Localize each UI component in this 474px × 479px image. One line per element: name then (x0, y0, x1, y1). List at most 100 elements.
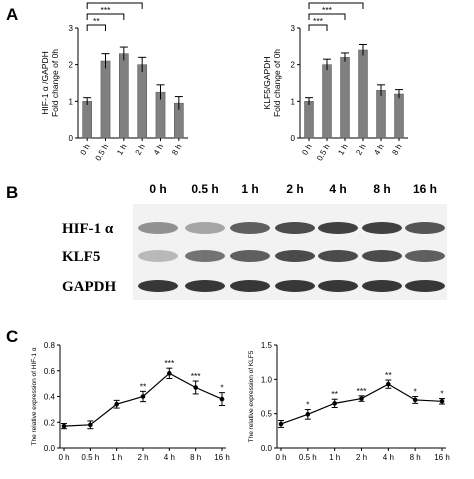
y-tick-label: 0.2 (44, 418, 56, 427)
line-chart-klf5: 0.0 0.5 1.0 1.5 0 h * 0.5 h ** 1 h *** 2 h ** 4 h * 8 … (248, 341, 450, 462)
y-tick-label: 1 (291, 97, 296, 106)
y-tick-label: 2 (291, 61, 296, 70)
panel-label-a: A (6, 5, 18, 24)
significance-bracket (86, 24, 106, 31)
lane-label: 4 h (329, 182, 346, 196)
x-tick-label: 4 h (372, 143, 385, 157)
blot-band (275, 222, 315, 234)
x-tick-label: 1 h (329, 453, 340, 462)
panel-label-b: B (6, 183, 18, 202)
significance-label: ** (385, 370, 392, 380)
x-tick-label: 0.5 h (94, 143, 111, 163)
y-axis-title: The relative expression of HIF-1 α (31, 347, 38, 445)
blot-band (230, 280, 270, 292)
blot-band (318, 250, 358, 262)
y-axis-title: HIF-1 α /GAPDH (40, 51, 50, 114)
data-point (386, 381, 391, 387)
bar (376, 90, 386, 139)
x-tick-label: 0 h (58, 453, 69, 462)
data-point (114, 401, 119, 407)
y-tick-label: 1 (69, 97, 74, 106)
x-tick-label: 1 h (111, 453, 122, 462)
data-point (412, 397, 418, 403)
y-axis-title: KLF5/GAPDH (262, 57, 272, 110)
significance-label: ** (93, 16, 100, 26)
y-tick-label: 1.5 (261, 341, 273, 350)
y-tick-label: 3 (69, 24, 74, 33)
significance-label: *** (313, 16, 324, 26)
data-point (193, 385, 198, 390)
x-tick-label: 8 h (390, 143, 403, 157)
bar (322, 64, 332, 139)
blot-band (362, 222, 402, 234)
blot-band (318, 222, 358, 234)
bar (340, 57, 350, 139)
bar (119, 53, 129, 139)
y-tick-label: 0.0 (44, 444, 56, 453)
significance-label: ** (331, 389, 338, 399)
blot-row-label: KLF5 (62, 249, 100, 265)
y-tick-label: 0.8 (44, 341, 56, 350)
x-tick-label: 4 h (152, 143, 165, 157)
x-tick-label: 2 h (137, 453, 148, 462)
x-tick-label: 1 h (115, 143, 128, 157)
x-tick-label: 2 h (356, 453, 367, 462)
lane-label: 1 h (241, 182, 258, 196)
blot-band (362, 250, 402, 262)
significance-bracket (308, 13, 346, 20)
blot-band (405, 222, 445, 234)
significance-bracket (86, 2, 143, 9)
lane-label: 8 h (373, 182, 390, 196)
blot-band (230, 222, 270, 234)
data-point (219, 396, 225, 402)
data-point (61, 423, 67, 429)
significance-label: *** (101, 5, 112, 15)
x-tick-label: 4 h (383, 453, 394, 462)
lane-label: 0.5 h (191, 182, 218, 196)
x-tick-label: 8 h (170, 143, 183, 157)
y-tick-label: 3 (291, 24, 296, 33)
x-tick-label: 0 h (300, 143, 313, 157)
y-tick-label: 0 (69, 134, 74, 143)
x-tick-label: 0 h (275, 453, 286, 462)
blot-row-label: HIF-1 α (62, 221, 114, 237)
y-axis-title: Fold change of 0h (50, 49, 60, 117)
significance-bracket (308, 24, 328, 31)
bar (82, 101, 93, 139)
data-point (88, 422, 93, 428)
x-tick-label: 8 h (410, 453, 421, 462)
western-blot: 0 h 0.5 h 1 h 2 h 4 h 8 h 16 h HIF-1 α KLF5 GAPDH (62, 182, 447, 300)
x-tick-label: 16 h (434, 453, 450, 462)
data-point (359, 396, 364, 401)
blot-band (405, 280, 445, 292)
significance-label: *** (322, 5, 333, 15)
bar (304, 101, 314, 139)
lane-label: 2 h (286, 182, 303, 196)
significance-label: * (220, 383, 224, 393)
blot-band (185, 280, 225, 292)
significance-label: *** (191, 371, 202, 381)
blot-band (362, 280, 402, 292)
data-point (167, 371, 172, 376)
data-point (140, 394, 146, 399)
x-tick-label: 0.5 h (315, 143, 332, 163)
lane-label: 16 h (413, 182, 437, 196)
x-tick-label: 2 h (354, 143, 367, 157)
blot-row-label: GAPDH (62, 279, 116, 295)
panel-label-c: C (6, 327, 18, 346)
x-tick-label: 0.5 h (299, 453, 317, 462)
y-axis-title: Fold change of 0h (272, 49, 282, 117)
blot-band (138, 280, 178, 292)
blot-band (318, 280, 358, 292)
blot-band (138, 222, 178, 234)
y-axis-title: The relative expression of KLF5 (248, 350, 255, 442)
x-tick-label: 0.5 h (81, 453, 99, 462)
blot-band (185, 222, 225, 234)
bar (394, 93, 404, 139)
blot-band (230, 250, 270, 262)
significance-label: * (414, 387, 418, 397)
blot-band (138, 250, 178, 262)
